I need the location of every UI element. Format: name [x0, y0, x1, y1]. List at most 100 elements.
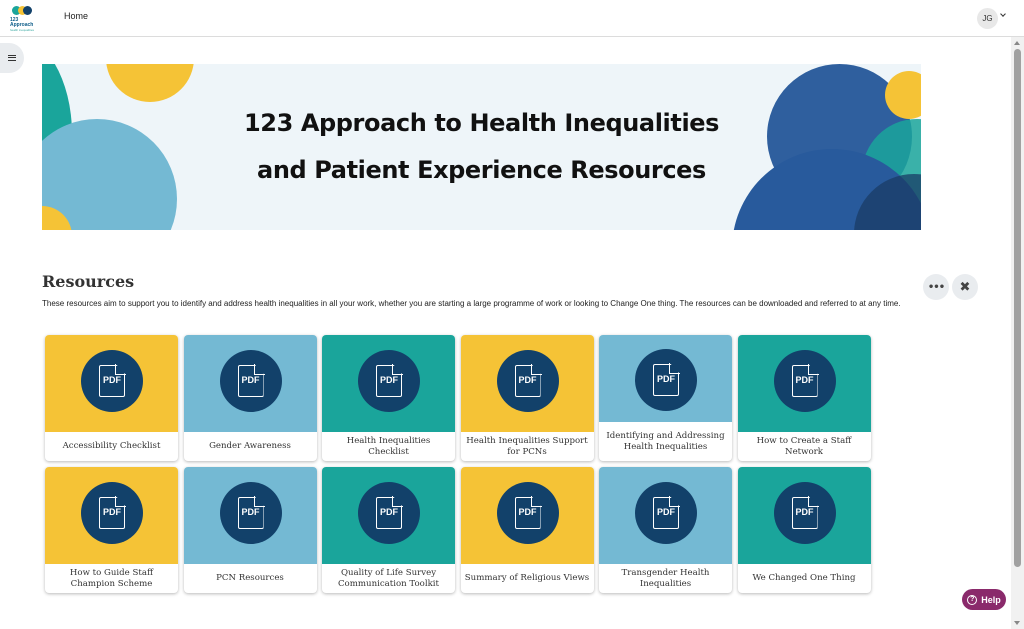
document-fold-icon [115, 364, 126, 375]
document-fold-icon [392, 364, 403, 375]
card-image[interactable]: PDF [322, 335, 455, 432]
card-image[interactable]: PDF [322, 467, 455, 564]
pdf-file-icon: PDF [219, 482, 282, 544]
close-button[interactable]: ✖ [952, 274, 978, 300]
section-heading: Resources [42, 272, 135, 291]
logo-dot-navy [23, 6, 32, 15]
pdf-file-icon: PDF [496, 482, 559, 544]
pdf-file-icon: PDF [635, 482, 697, 544]
card-title[interactable]: Health Inequalities Checklist [346, 436, 431, 457]
course-index-toggle[interactable] [0, 43, 24, 73]
document-fold-icon [807, 496, 819, 507]
logo-text-word: Approach [10, 22, 34, 28]
pdf-badge-text: PDF [380, 507, 398, 517]
document-fold-icon [253, 364, 265, 375]
more-options-button[interactable]: ••• [923, 274, 949, 300]
pdf-file-icon: PDF [773, 350, 836, 412]
nav-home-link[interactable]: Home [64, 11, 89, 21]
card-title[interactable]: Summary of Religious Views [464, 573, 590, 584]
resource-card[interactable]: PDF How to Create a Staff Network [737, 335, 871, 461]
card-title[interactable]: PCN Resources [216, 573, 284, 584]
resource-card[interactable]: PDF PCN Resources [183, 467, 317, 593]
resource-card[interactable]: PDF Health Inequalities Checklist [322, 335, 455, 461]
card-image[interactable]: PDF [737, 335, 871, 432]
pdf-badge-text: PDF [518, 507, 537, 517]
resource-card[interactable]: PDF Identifying and Addressing Health Ine… [599, 335, 732, 461]
section-description: These resources aim to support you to id… [42, 299, 901, 308]
help-icon: ? [967, 594, 978, 605]
card-title[interactable]: Quality of Life Survey Communication Too… [337, 568, 439, 589]
pdf-file-icon: PDF [358, 482, 420, 544]
pdf-badge-text: PDF [103, 507, 121, 517]
document-fold-icon [115, 496, 126, 507]
resource-card[interactable]: PDF Accessibility Checklist [45, 335, 178, 461]
card-image[interactable]: PDF [45, 467, 178, 564]
top-navbar: 123 Approach health inequalities Home JG [0, 0, 1024, 37]
card-image[interactable]: PDF [599, 467, 732, 564]
help-label: Help [981, 594, 1001, 605]
card-title[interactable]: How to Create a Staff Network [756, 436, 852, 457]
document-fold-icon [669, 496, 680, 507]
card-title[interactable]: We Changed One Thing [752, 573, 856, 584]
resource-card[interactable]: PDF Health Inequalities Support for PCNs [460, 335, 594, 461]
help-button[interactable]: ? Help [962, 589, 1006, 610]
document-outline-icon [791, 497, 818, 529]
banner-title: 123 Approach to Health Inequalities and … [42, 100, 921, 194]
resource-card[interactable]: PDF Summary of Religious Views [460, 467, 594, 593]
document-fold-icon [807, 364, 819, 375]
user-avatar[interactable]: JG [977, 8, 998, 29]
document-outline-icon [791, 365, 818, 397]
resource-card[interactable]: PDF Gender Awareness [183, 335, 317, 461]
card-title[interactable]: Identifying and Addressing Health Inequa… [606, 431, 725, 452]
document-outline-icon [237, 497, 264, 529]
pdf-file-icon: PDF [219, 350, 282, 412]
resource-card[interactable]: PDF How to Guide Staff Champion Scheme [45, 467, 178, 593]
scrollbar-thumb[interactable] [1014, 49, 1021, 567]
logo-dot-yellow [18, 6, 27, 15]
card-image[interactable]: PDF [460, 335, 594, 432]
document-outline-icon [514, 365, 541, 397]
banner-title-line-1: 123 Approach to Health Inequalities [243, 109, 720, 137]
page-scrollbar[interactable] [1011, 37, 1024, 629]
scroll-up-arrow-icon[interactable] [1014, 41, 1020, 45]
pdf-badge-text: PDF [795, 507, 814, 517]
card-image[interactable]: PDF [460, 467, 594, 564]
document-fold-icon [253, 496, 265, 507]
card-image[interactable]: PDF [737, 467, 871, 564]
document-outline-icon [653, 497, 679, 529]
pdf-badge-text: PDF [380, 375, 398, 385]
pdf-file-icon: PDF [773, 482, 836, 544]
card-title[interactable]: Gender Awareness [209, 441, 291, 452]
page-banner: 123 Approach to Health Inequalities and … [42, 64, 921, 230]
resource-card[interactable]: PDF Transgender Health Inequalities [599, 467, 732, 593]
pdf-file-icon: PDF [635, 349, 697, 411]
card-image[interactable]: PDF [183, 335, 317, 432]
pdf-file-icon: PDF [81, 350, 143, 412]
pdf-file-icon: PDF [496, 350, 559, 412]
card-title[interactable]: How to Guide Staff Champion Scheme [69, 568, 154, 589]
card-image[interactable]: PDF [183, 467, 317, 564]
pdf-file-icon: PDF [358, 350, 420, 412]
document-fold-icon [530, 496, 542, 507]
banner-circle-yellow-top [106, 64, 194, 102]
document-outline-icon [514, 497, 541, 529]
chevron-down-icon[interactable] [1000, 11, 1006, 17]
site-logo[interactable]: 123 Approach health inequalities [10, 4, 46, 34]
pdf-badge-text: PDF [795, 375, 814, 385]
document-outline-icon [653, 364, 679, 396]
card-image[interactable]: PDF [45, 335, 178, 432]
document-outline-icon [237, 365, 264, 397]
card-image[interactable]: PDF [599, 335, 732, 422]
resource-card[interactable]: PDF Quality of Life Survey Communication … [322, 467, 455, 593]
document-outline-icon [376, 365, 402, 397]
card-title[interactable]: Accessibility Checklist [62, 441, 161, 452]
card-title[interactable]: Transgender Health Inequalities [621, 568, 710, 589]
document-fold-icon [530, 364, 542, 375]
logo-text-number: 123 [10, 17, 19, 23]
pdf-badge-text: PDF [657, 374, 675, 384]
banner-title-line-2: and Patient Experience Resources [257, 156, 706, 184]
pdf-file-icon: PDF [81, 482, 143, 544]
resource-card[interactable]: PDF We Changed One Thing [737, 467, 871, 593]
scroll-down-arrow-icon[interactable] [1014, 621, 1020, 625]
card-title[interactable]: Health Inequalities Support for PCNs [466, 436, 588, 457]
